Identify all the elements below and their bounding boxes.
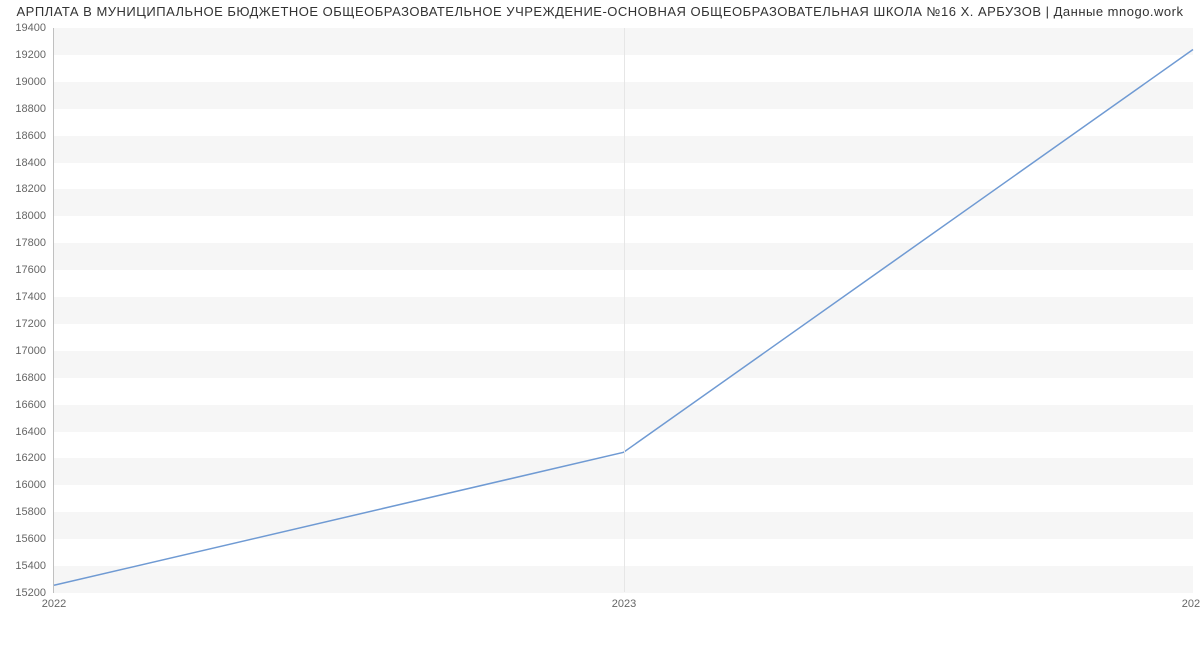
y-tick-label: 16600 (15, 399, 46, 411)
y-tick-label: 16200 (15, 452, 46, 464)
x-tick-label: 2024 (1182, 598, 1200, 610)
y-tick-label: 17600 (15, 264, 46, 276)
y-tick-label: 18800 (15, 103, 46, 115)
y-tick-label: 15600 (15, 533, 46, 545)
plot-area: 1520015400156001580016000162001640016600… (53, 28, 1193, 593)
y-tick-label: 18200 (15, 183, 46, 195)
y-tick-label: 17200 (15, 318, 46, 330)
y-tick-label: 18400 (15, 157, 46, 169)
y-tick-label: 17400 (15, 291, 46, 303)
y-tick-label: 15400 (15, 560, 46, 572)
chart-title: АРПЛАТА В МУНИЦИПАЛЬНОЕ БЮДЖЕТНОЕ ОБЩЕОБ… (0, 4, 1200, 19)
y-tick-label: 19000 (15, 76, 46, 88)
y-tick-label: 18600 (15, 130, 46, 142)
x-gridline (624, 28, 625, 592)
y-tick-label: 19200 (15, 49, 46, 61)
y-tick-label: 15800 (15, 506, 46, 518)
y-tick-label: 18000 (15, 210, 46, 222)
y-tick-label: 17000 (15, 345, 46, 357)
chart-container: АРПЛАТА В МУНИЦИПАЛЬНОЕ БЮДЖЕТНОЕ ОБЩЕОБ… (0, 0, 1200, 650)
x-tick-label: 2023 (612, 598, 636, 610)
y-tick-label: 16000 (15, 479, 46, 491)
y-tick-label: 16800 (15, 372, 46, 384)
y-tick-label: 16400 (15, 426, 46, 438)
y-tick-label: 19400 (15, 22, 46, 34)
y-tick-label: 17800 (15, 237, 46, 249)
x-tick-label: 2022 (42, 598, 66, 610)
